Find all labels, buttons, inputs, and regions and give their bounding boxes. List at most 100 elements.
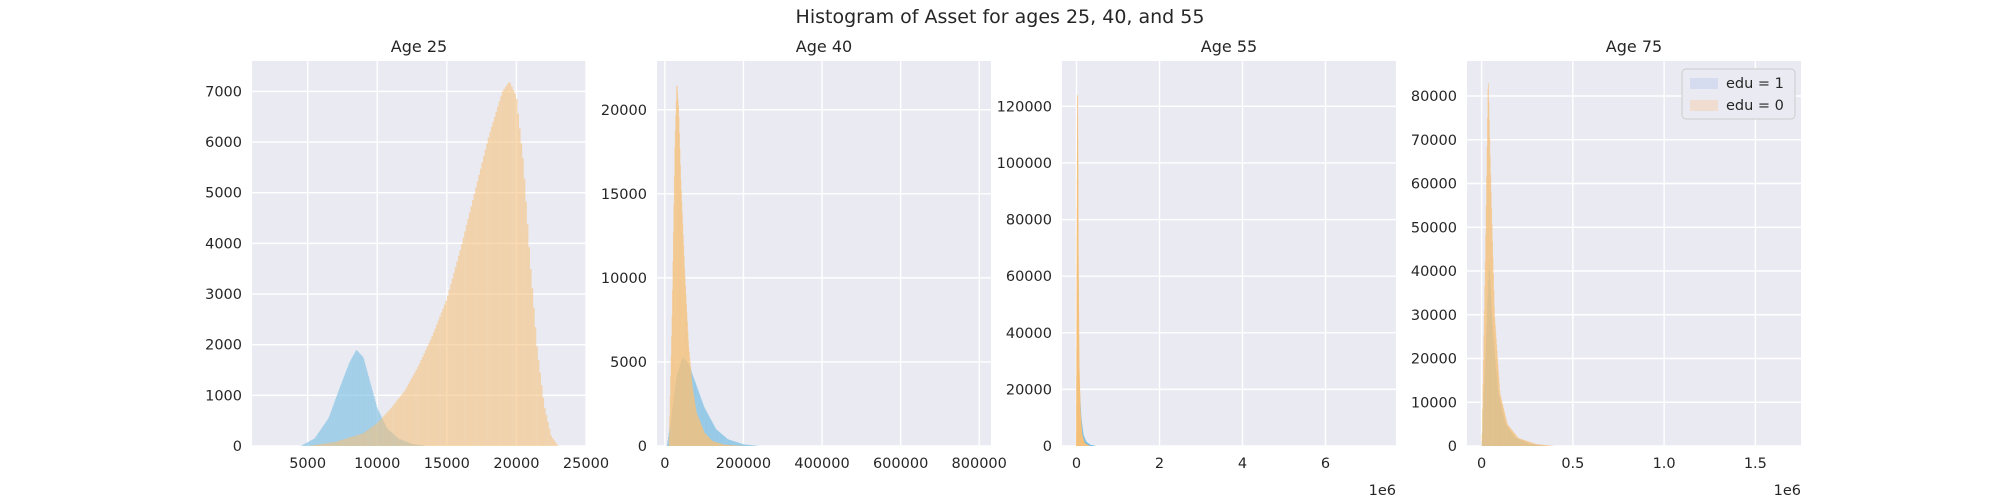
hist-bar-edu0 (705, 433, 707, 446)
y-tick-label: 60000 (1006, 269, 1052, 285)
hist-bar-edu0 (676, 86, 678, 446)
hist-bar-edu1 (342, 380, 344, 446)
hist-bar-edu0 (722, 444, 724, 446)
hist-bar-edu0 (711, 440, 713, 446)
hist-bar-edu1 (357, 350, 358, 446)
hist-bar-edu0 (483, 156, 485, 446)
hist-bar-edu0 (514, 93, 516, 446)
hist-bar-edu1 (730, 440, 732, 446)
hist-bar-edu0 (1505, 419, 1507, 446)
hist-bar-edu1 (748, 444, 750, 446)
hist-bar-edu0 (340, 440, 343, 446)
hist-bar-edu0 (1513, 433, 1515, 446)
hist-bar-edu0 (1547, 445, 1549, 446)
hist-bar-edu0 (312, 445, 314, 446)
hist-bar-edu1 (348, 363, 350, 446)
hist-bar-edu0 (686, 312, 688, 446)
hist-bar-edu1 (324, 423, 326, 446)
hist-bar-edu0 (1503, 411, 1505, 446)
hist-bar-edu0 (1545, 445, 1547, 446)
hist-bar-edu0 (1516, 436, 1518, 446)
y-tick-label: 0 (638, 439, 647, 455)
hist-bar-edu0 (490, 127, 493, 446)
hist-bar-edu0 (693, 396, 695, 446)
hist-bar-edu0 (410, 378, 413, 446)
hist-bar-edu0 (522, 158, 524, 446)
hist-bar-edu0 (406, 386, 408, 446)
hist-bar-edu0 (473, 193, 476, 446)
hist-bar-edu0 (310, 445, 313, 446)
hist-bar-edu1 (354, 352, 356, 446)
hist-bar-edu0 (731, 445, 733, 446)
hist-bar-edu0 (328, 442, 330, 446)
hist-bar-edu0 (403, 391, 405, 446)
x-tick-label: 0.5 (1561, 456, 1584, 472)
hist-bar-edu1 (701, 400, 703, 446)
plot-area (1467, 61, 1801, 446)
hist-bar-edu0 (1492, 240, 1493, 446)
hist-bar-edu0 (732, 445, 734, 446)
x-tick-label: 20000 (493, 456, 539, 472)
hist-bar-edu0 (1526, 441, 1528, 446)
hist-bar-edu0 (1509, 427, 1511, 446)
hist-bar-edu0 (326, 443, 329, 446)
hist-bar-edu0 (709, 438, 711, 446)
hist-bar-edu1 (374, 398, 376, 446)
hist-bar-edu0 (1498, 377, 1500, 446)
hist-bar-edu0 (1530, 442, 1532, 446)
hist-bar-edu0 (1514, 434, 1516, 446)
hist-bar-edu0 (1510, 429, 1512, 446)
hist-bar-edu0 (1544, 445, 1546, 446)
hist-bar-edu0 (704, 433, 706, 446)
hist-bar-edu0 (669, 396, 671, 446)
hist-bar-edu0 (1515, 435, 1517, 446)
hist-bar-edu0 (702, 429, 704, 446)
histogram-bars (1481, 83, 1556, 446)
hist-bar-edu0 (395, 401, 397, 446)
hist-bar-edu1 (325, 421, 327, 446)
hist-bar-edu0 (398, 397, 401, 446)
hist-bar-edu1 (351, 357, 353, 446)
hist-bar-edu1 (344, 374, 346, 446)
hist-bar-edu0 (517, 113, 520, 446)
hist-bar-edu0 (690, 367, 692, 446)
hist-bar-edu1 (712, 424, 714, 446)
hist-bar-edu1 (346, 369, 348, 446)
hist-bar-edu1 (726, 438, 728, 446)
hist-bar-edu0 (1489, 137, 1491, 446)
hist-bar-edu1 (312, 439, 314, 446)
hist-bar-edu1 (723, 436, 725, 446)
hist-bar-edu1 (714, 427, 716, 446)
hist-bar-edu1 (722, 434, 724, 446)
hist-bar-edu0 (691, 382, 693, 446)
hist-bar-edu0 (1524, 440, 1526, 446)
hist-bar-edu0 (729, 445, 731, 446)
hist-bar-edu0 (392, 405, 394, 446)
hist-bar-edu0 (693, 399, 695, 446)
hist-bar-edu0 (734, 445, 736, 446)
hist-bar-edu1 (740, 443, 742, 446)
hist-bar-edu1 (707, 414, 709, 446)
hist-bar-edu0 (694, 402, 696, 446)
y-tick-label: 80000 (1006, 213, 1052, 229)
hist-bar-edu1 (718, 431, 720, 446)
hist-bar-edu0 (1508, 426, 1510, 446)
hist-bar-edu1 (752, 445, 754, 446)
hist-bar-edu1 (720, 433, 722, 446)
hist-bar-edu0 (735, 445, 737, 446)
hist-bar-edu0 (1520, 439, 1522, 446)
hist-bar-edu0 (1533, 443, 1535, 446)
hist-bar-edu0 (1485, 205, 1487, 446)
hist-bar-edu1 (317, 434, 319, 446)
hist-bar-edu1 (371, 387, 373, 446)
histogram-bars (1076, 94, 1096, 446)
hist-bar-edu0 (703, 431, 705, 446)
hist-bar-edu0 (1507, 425, 1509, 446)
hist-bar-edu0 (317, 444, 319, 446)
hist-bar-edu1 (727, 439, 729, 446)
hist-bar-edu1 (340, 384, 342, 446)
plot-area (657, 61, 991, 446)
legend-swatch (1690, 78, 1718, 89)
hist-bar-edu0 (414, 372, 416, 446)
